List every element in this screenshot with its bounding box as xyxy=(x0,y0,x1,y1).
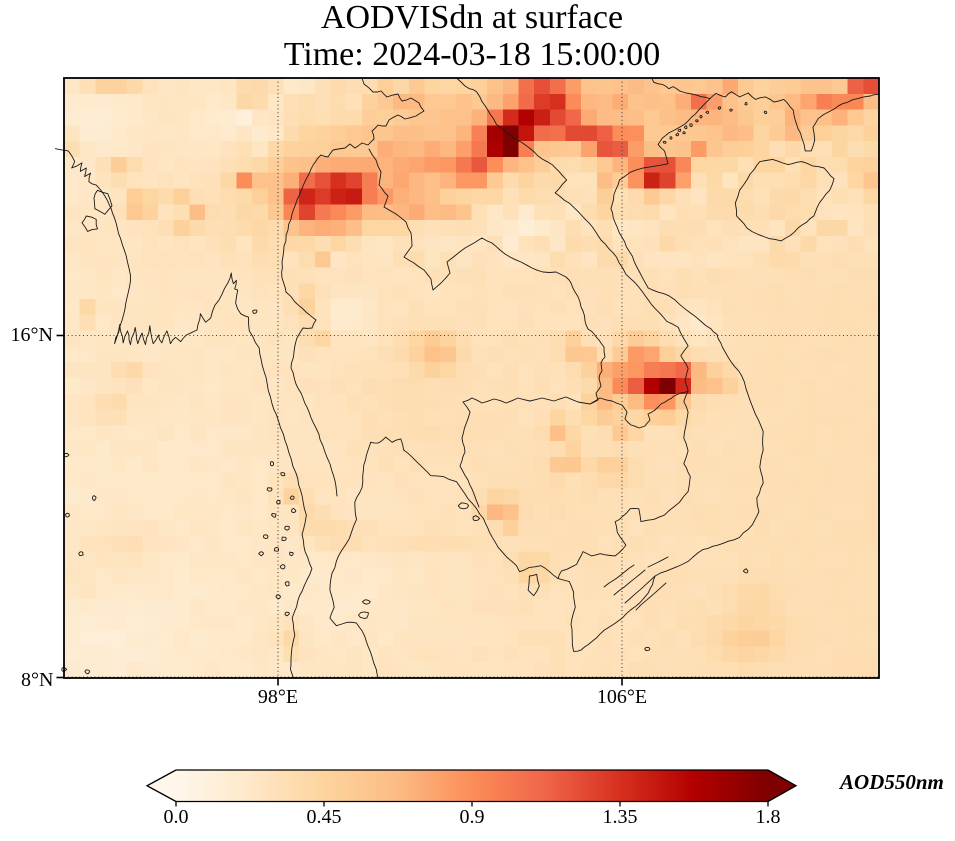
svg-text:98°E: 98°E xyxy=(258,686,298,708)
svg-text:1.8: 1.8 xyxy=(756,806,781,828)
svg-text:0.45: 0.45 xyxy=(307,806,342,828)
svg-text:8°N: 8°N xyxy=(21,669,53,691)
svg-text:Time: 2024-03-18 15:00:00: Time: 2024-03-18 15:00:00 xyxy=(284,36,661,73)
svg-text:AODVISdn at surface: AODVISdn at surface xyxy=(321,0,623,36)
svg-text:106°E: 106°E xyxy=(597,686,647,708)
svg-text:0.0: 0.0 xyxy=(164,806,189,828)
svg-text:AOD550nm: AOD550nm xyxy=(838,770,944,794)
svg-text:0.9: 0.9 xyxy=(460,806,485,828)
svg-text:1.35: 1.35 xyxy=(603,806,638,828)
svg-text:16°N: 16°N xyxy=(11,324,53,346)
